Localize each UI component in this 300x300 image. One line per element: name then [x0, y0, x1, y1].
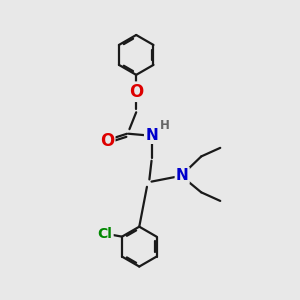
Text: O: O: [100, 132, 114, 150]
Text: H: H: [160, 119, 170, 132]
Text: Cl: Cl: [98, 226, 112, 241]
Text: O: O: [129, 83, 143, 101]
Text: N: N: [176, 168, 189, 183]
Text: N: N: [145, 128, 158, 143]
